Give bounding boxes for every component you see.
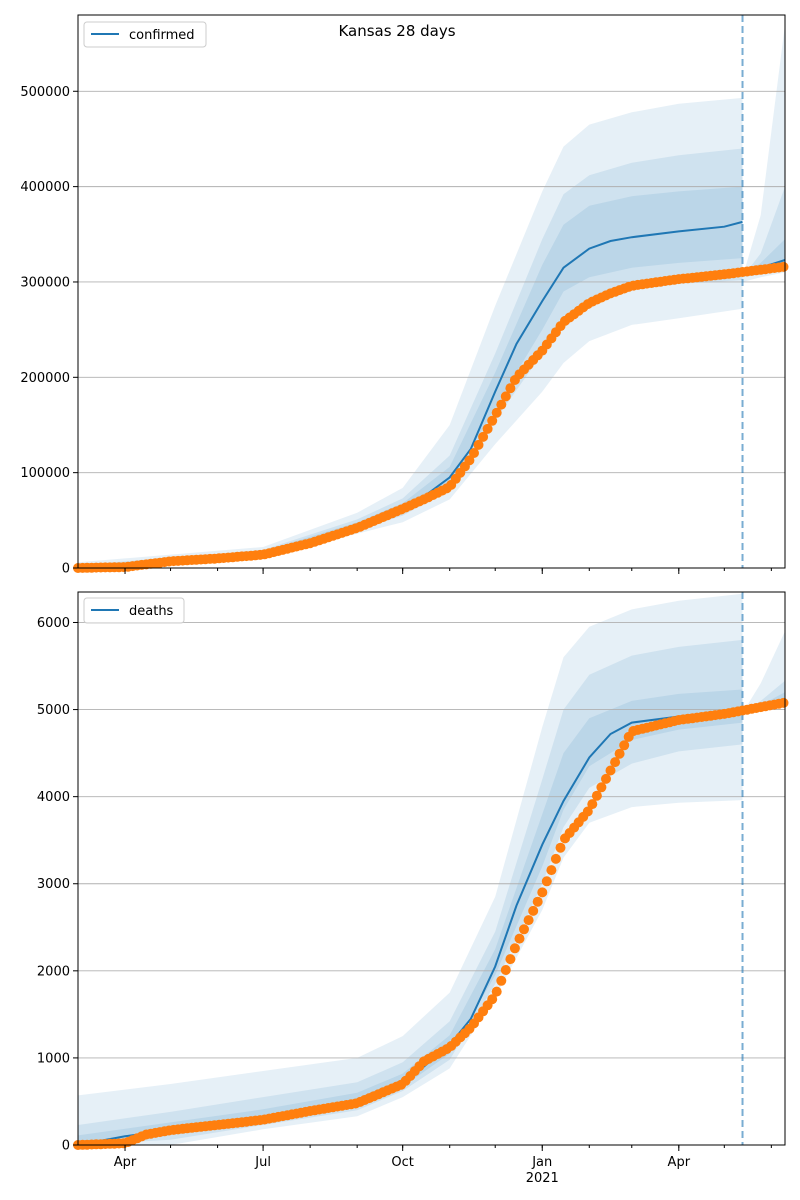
confirmed-x-ticks bbox=[124, 568, 772, 574]
observed-point bbox=[582, 806, 593, 817]
y-tick-label: 100000 bbox=[20, 466, 70, 481]
y-tick-label: 4000 bbox=[37, 790, 70, 805]
chart-title: Kansas 28 days bbox=[338, 22, 455, 40]
x-tick-label: Jan bbox=[531, 1155, 552, 1170]
y-tick-label: 300000 bbox=[20, 275, 70, 290]
observed-point bbox=[614, 748, 625, 759]
observed-point bbox=[478, 431, 489, 442]
confirmed-panel: 0 100000 200000 300000 400000 500000 Kansas 2… bbox=[20, 14, 789, 577]
legend-label-deaths: deaths bbox=[129, 604, 174, 619]
band-outer bbox=[78, 593, 743, 1145]
deaths-observed-points bbox=[73, 697, 789, 1150]
forecast-band-0 bbox=[742, 631, 785, 714]
observed-point bbox=[473, 439, 484, 450]
y-tick-label: 400000 bbox=[20, 180, 70, 195]
observed-point bbox=[591, 790, 602, 801]
y-tick-label: 3000 bbox=[37, 877, 70, 892]
deaths-axes-frame bbox=[77, 591, 786, 1146]
y-tick-label: 0 bbox=[62, 562, 70, 577]
axes-frame bbox=[77, 591, 786, 1146]
observed-point bbox=[519, 924, 529, 935]
y-tick-label: 5000 bbox=[37, 703, 70, 718]
observed-point bbox=[537, 887, 548, 898]
observed-point bbox=[523, 915, 534, 926]
observed-point bbox=[491, 986, 502, 997]
observed-point bbox=[514, 933, 525, 944]
observed-point bbox=[496, 975, 507, 986]
confirmed-y-ticks: 0 100000 200000 300000 400000 500000 bbox=[20, 85, 78, 577]
confirmed-observed-points bbox=[73, 261, 789, 573]
observed-point bbox=[464, 455, 475, 466]
observed-point bbox=[509, 943, 520, 954]
observed-point bbox=[469, 448, 479, 458]
observed-point bbox=[505, 383, 516, 394]
observed-point bbox=[541, 876, 552, 887]
observed-point bbox=[778, 697, 789, 708]
band-middle bbox=[78, 639, 743, 1145]
deaths-panel: 0 1000 2000 3000 4000 5000 6000 Apr Jul Oct Jan20… bbox=[37, 591, 789, 1186]
x-tick-label: Oct bbox=[391, 1155, 413, 1170]
band-middle bbox=[78, 148, 743, 568]
y-tick-label: 0 bbox=[62, 1139, 70, 1154]
observed-point bbox=[619, 740, 630, 751]
x-tick-label: Apr bbox=[668, 1155, 691, 1170]
forecast-band-0 bbox=[742, 24, 785, 282]
observed-point bbox=[605, 765, 616, 776]
confirmed-axes-frame bbox=[77, 14, 786, 569]
observed-point bbox=[546, 865, 557, 876]
y-tick-label: 2000 bbox=[37, 964, 70, 979]
observed-point bbox=[596, 782, 607, 793]
observed-point bbox=[482, 423, 493, 434]
observed-point bbox=[778, 261, 789, 272]
observed-point bbox=[500, 391, 511, 402]
y-tick-label: 200000 bbox=[20, 371, 70, 386]
observed-point bbox=[550, 853, 561, 864]
legend-label-confirmed: confirmed bbox=[129, 28, 195, 43]
band-outer bbox=[78, 97, 743, 569]
observed-point bbox=[532, 896, 543, 907]
observed-point bbox=[528, 905, 539, 916]
observed-point bbox=[601, 773, 611, 784]
x-tick-label: Apr bbox=[114, 1155, 137, 1170]
confirmed-legend: confirmed bbox=[83, 21, 207, 48]
x-tick-label: Jul bbox=[254, 1155, 271, 1170]
y-tick-label: 1000 bbox=[37, 1051, 70, 1066]
observed-point bbox=[587, 799, 598, 810]
x-tick-year-label: 2021 bbox=[526, 1171, 559, 1186]
legend-box bbox=[83, 597, 185, 624]
observed-point bbox=[610, 757, 621, 768]
observed-point bbox=[505, 954, 516, 965]
observed-point bbox=[555, 842, 566, 853]
axes-frame bbox=[77, 14, 786, 569]
y-tick-label: 500000 bbox=[20, 85, 70, 100]
legend-box bbox=[83, 21, 207, 48]
forecast-band-1 bbox=[742, 186, 785, 278]
observed-point bbox=[491, 407, 502, 418]
y-tick-label: 6000 bbox=[37, 616, 70, 631]
observed-point bbox=[496, 399, 507, 410]
observed-point bbox=[500, 965, 511, 975]
deaths-y-ticks: 0 1000 2000 3000 4000 5000 6000 bbox=[37, 616, 78, 1154]
deaths-legend: deaths bbox=[83, 597, 185, 624]
observed-point bbox=[487, 415, 498, 426]
observed-point bbox=[487, 994, 498, 1005]
